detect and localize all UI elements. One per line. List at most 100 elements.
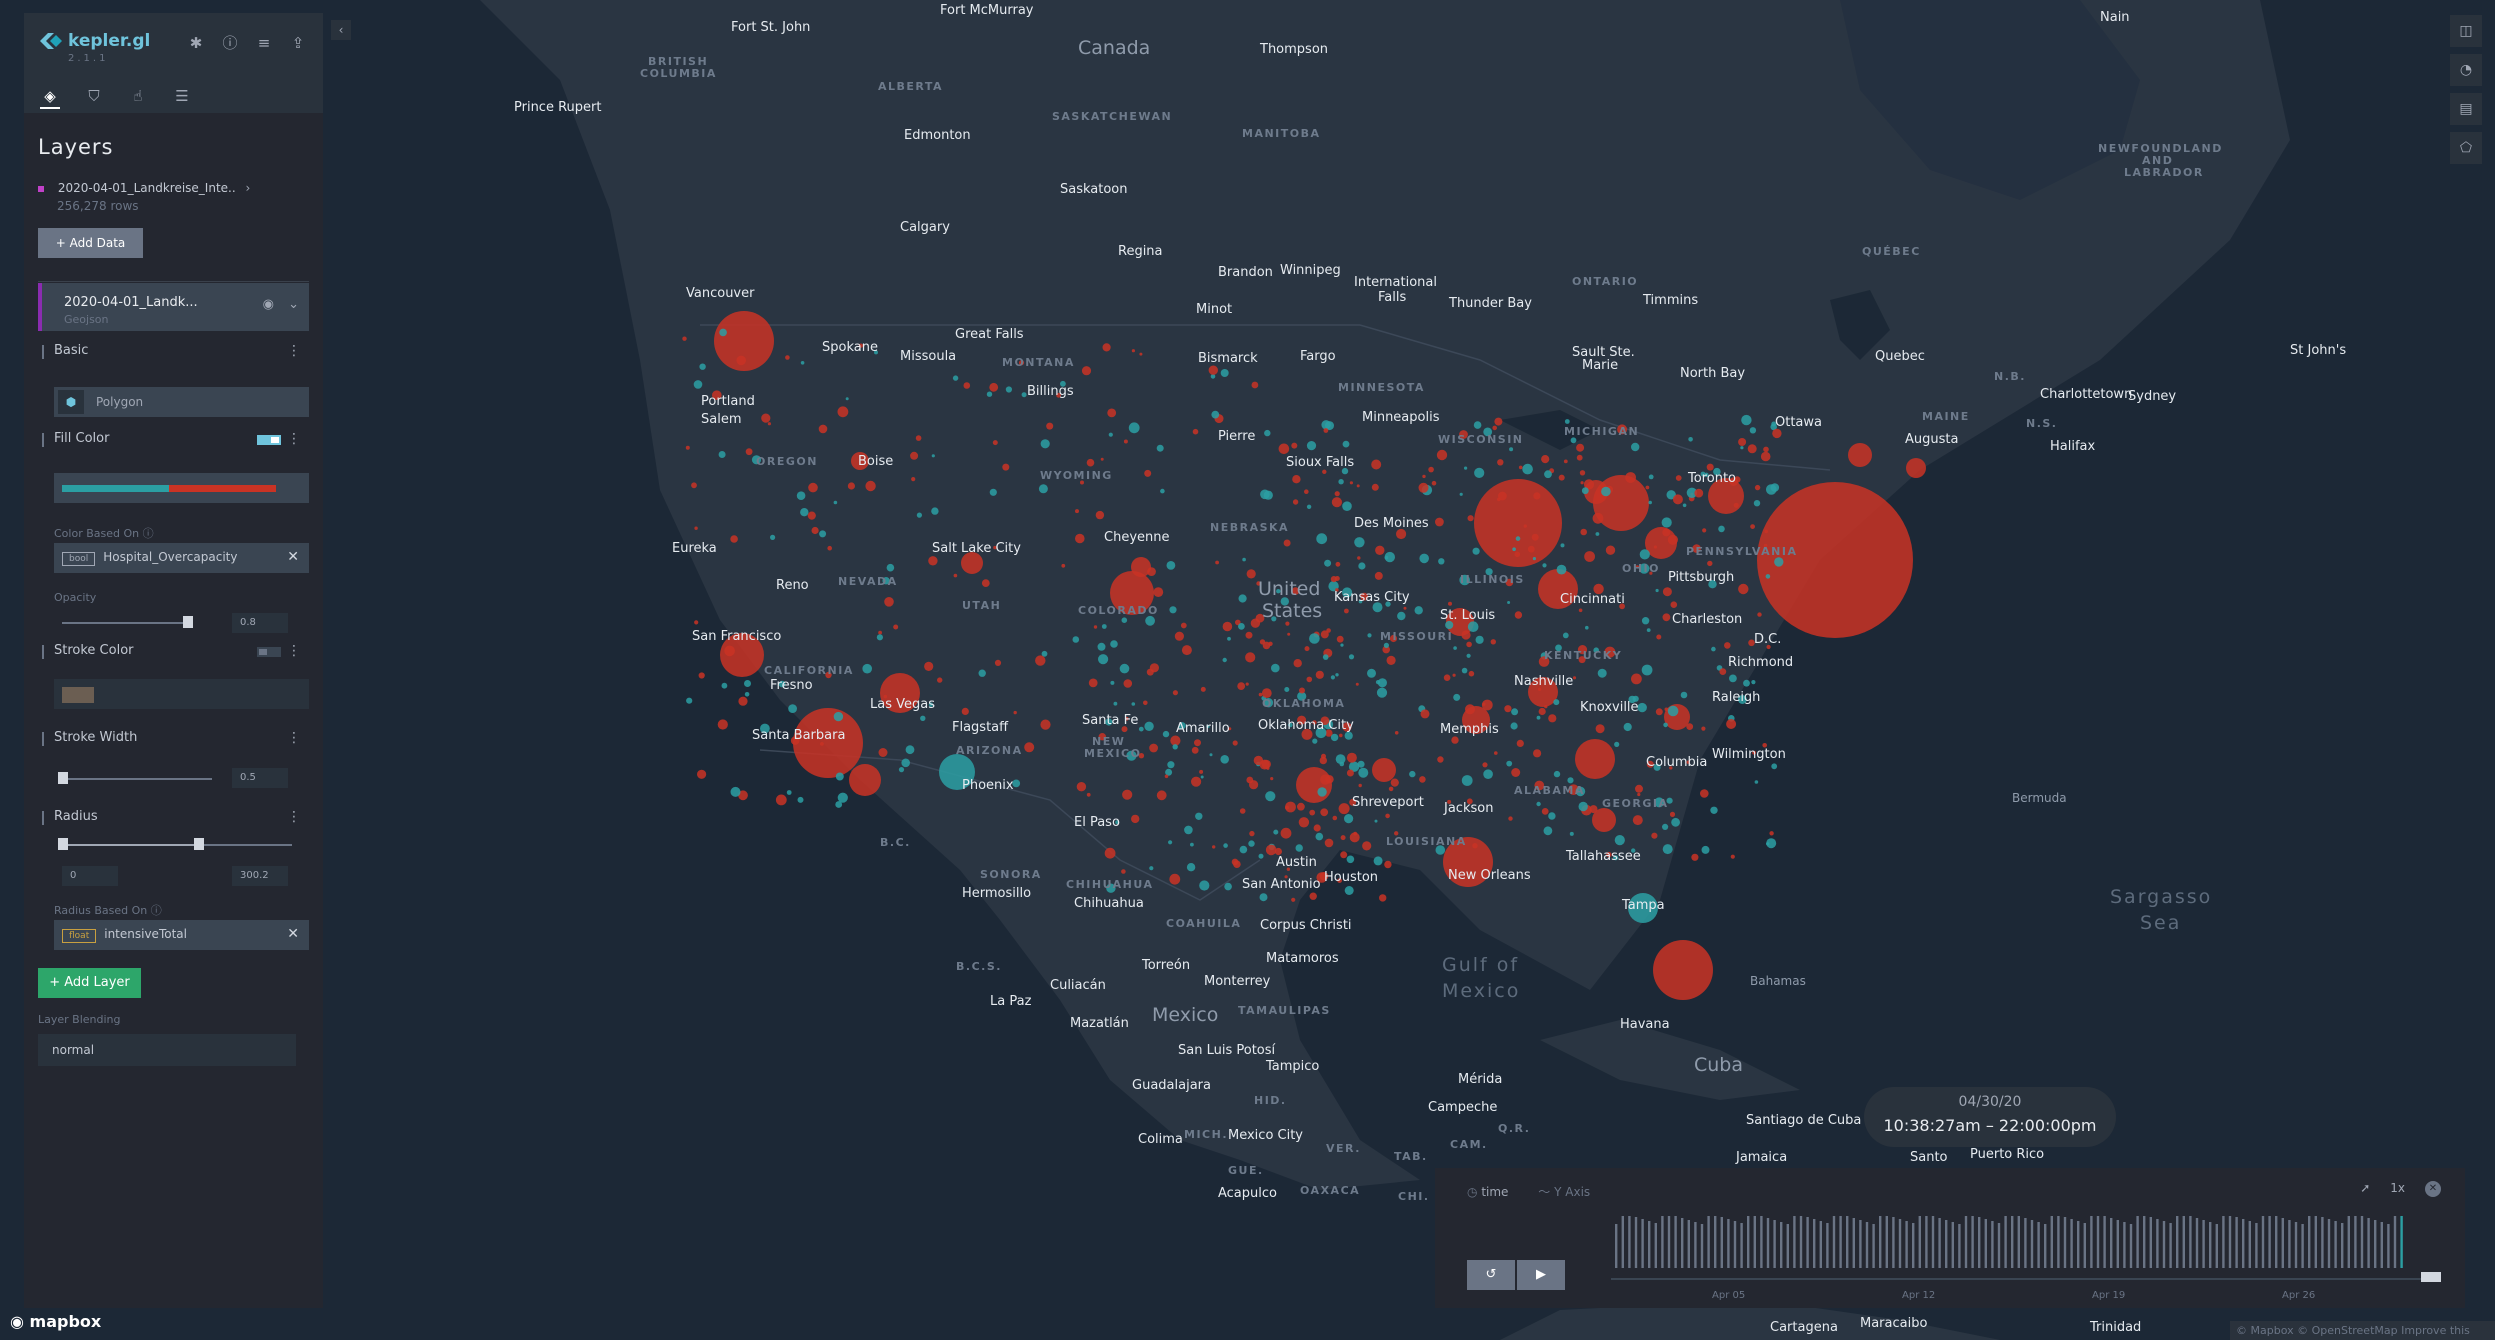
share-icon[interactable]: ⇪ bbox=[291, 34, 305, 52]
map-place-label: Fort McMurray bbox=[940, 3, 1034, 18]
add-layer-button[interactable]: + Add Layer bbox=[38, 968, 141, 998]
interactions-tab-icon[interactable]: ☝ bbox=[133, 87, 143, 105]
map-point bbox=[1128, 422, 1140, 434]
stroke-width-slider-handle[interactable] bbox=[58, 772, 68, 784]
map-point bbox=[1382, 645, 1390, 654]
play-button[interactable]: ▶ bbox=[1517, 1260, 1565, 1290]
database-icon[interactable]: ≡ bbox=[257, 34, 271, 52]
map-point bbox=[1614, 835, 1625, 846]
map-point bbox=[751, 455, 762, 465]
map-point bbox=[1075, 509, 1079, 514]
layers-tab-icon[interactable]: ◈ bbox=[40, 87, 60, 109]
more-icon[interactable]: ⋮ bbox=[287, 730, 301, 746]
filters-tab-icon[interactable]: ⛉ bbox=[88, 87, 100, 105]
split-map-icon[interactable]: ◫ bbox=[2450, 15, 2482, 47]
layer-panel-header[interactable]: 2020-04-01_Landk... Geojson ◉ ⌄ bbox=[38, 283, 309, 331]
draw-polygon-icon[interactable]: ⬠ bbox=[2450, 132, 2482, 164]
layer-blending-select[interactable]: normal bbox=[38, 1034, 296, 1066]
map-point bbox=[1536, 801, 1541, 807]
more-icon[interactable]: ⋮ bbox=[287, 809, 301, 825]
stroke-width-input[interactable]: 0.5 bbox=[232, 768, 288, 788]
map-point bbox=[1297, 715, 1307, 725]
radius-max-input[interactable]: 300.2 bbox=[232, 866, 288, 886]
close-icon[interactable]: ✕ bbox=[2425, 1181, 2441, 1197]
dataset-item[interactable]: 2020-04-01_Landkreise_Inte.. › 256,278 r… bbox=[38, 181, 250, 213]
color-field-selector[interactable]: bool Hospital_Overcapacity ✕ bbox=[54, 543, 309, 573]
map-place-label: COLUMBIA bbox=[640, 67, 717, 80]
map-point bbox=[1663, 722, 1668, 728]
map-point bbox=[1385, 813, 1390, 819]
more-icon[interactable]: ⋮ bbox=[287, 643, 301, 659]
chevron-down-icon[interactable]: ⌄ bbox=[288, 297, 299, 312]
map-point bbox=[1531, 533, 1539, 541]
fill-color-toggle[interactable] bbox=[257, 435, 281, 445]
layer-type-selector[interactable]: ⬢ Polygon bbox=[54, 387, 309, 417]
map-attribution[interactable]: © Mapbox © OpenStreetMap Improve this ma… bbox=[2230, 1321, 2495, 1340]
map-point bbox=[1093, 625, 1098, 629]
y-axis-selector[interactable]: Y Axis bbox=[1554, 1185, 1591, 1199]
map-point bbox=[1358, 562, 1366, 570]
timeline-track[interactable] bbox=[1611, 1278, 2441, 1280]
radius-field-selector[interactable]: float intensiveTotal ✕ bbox=[54, 920, 309, 950]
more-icon[interactable]: ⋮ bbox=[287, 343, 301, 359]
stroke-color-toggle[interactable] bbox=[257, 647, 281, 657]
layer-legend-icon[interactable]: ◔ bbox=[2450, 54, 2482, 86]
stroke-color-swatch[interactable] bbox=[62, 687, 94, 703]
opacity-slider[interactable] bbox=[62, 622, 187, 624]
map-point bbox=[835, 801, 843, 808]
bug-icon[interactable]: ✱ bbox=[189, 34, 203, 52]
radius-slider-min-handle[interactable] bbox=[58, 838, 68, 850]
map-point bbox=[1035, 655, 1046, 666]
legend-icon[interactable]: ▤ bbox=[2450, 93, 2482, 125]
map-point bbox=[1648, 474, 1654, 480]
map-point bbox=[1060, 380, 1066, 387]
map-point bbox=[1483, 427, 1493, 437]
color-range-selector[interactable] bbox=[54, 473, 309, 503]
map-place-label: Las Vegas bbox=[870, 697, 935, 712]
map-point bbox=[1280, 827, 1292, 839]
map-point bbox=[1344, 608, 1349, 614]
map-point bbox=[1145, 615, 1155, 626]
close-icon[interactable]: ✕ bbox=[287, 926, 299, 942]
histogram-bar bbox=[1826, 1223, 1829, 1268]
map-point bbox=[800, 361, 805, 365]
radius-slider-max-handle[interactable] bbox=[194, 838, 204, 850]
more-icon[interactable]: ⋮ bbox=[287, 431, 301, 447]
opacity-input[interactable]: 0.8 bbox=[232, 613, 288, 633]
map-point bbox=[1356, 484, 1360, 488]
histogram-bar bbox=[2017, 1216, 2020, 1268]
map-point bbox=[1211, 410, 1220, 419]
collapse-panel-button[interactable]: ‹ bbox=[331, 20, 351, 40]
time-field[interactable]: time bbox=[1481, 1185, 1509, 1199]
eye-icon[interactable]: ◉ bbox=[262, 297, 274, 312]
map-point bbox=[1320, 808, 1329, 817]
reset-button[interactable]: ↺ bbox=[1467, 1260, 1515, 1290]
time-histogram[interactable] bbox=[1611, 1216, 2441, 1282]
map-place-label: MANITOBA bbox=[1242, 127, 1321, 140]
map-point bbox=[714, 311, 774, 371]
map-point bbox=[1447, 799, 1452, 804]
map-place-label: Ottawa bbox=[1775, 415, 1822, 430]
close-icon[interactable]: ✕ bbox=[287, 549, 299, 565]
map-point bbox=[1315, 727, 1327, 739]
stroke-color-swatch-field[interactable] bbox=[54, 679, 309, 709]
map-point bbox=[1113, 701, 1118, 706]
color-range-teal bbox=[62, 485, 169, 492]
basemap-tab-icon[interactable]: ☰ bbox=[175, 87, 189, 105]
timeline-handle[interactable] bbox=[2421, 1272, 2441, 1282]
histogram-bar bbox=[1687, 1220, 1690, 1268]
histogram-bar bbox=[2301, 1224, 2304, 1268]
map-point bbox=[1848, 443, 1872, 467]
map-point bbox=[915, 435, 922, 441]
radius-min-input[interactable]: 0 bbox=[62, 866, 118, 886]
info-icon[interactable]: ⓘ bbox=[222, 34, 238, 52]
histogram-bar bbox=[2215, 1224, 2218, 1268]
add-data-button[interactable]: + Add Data bbox=[38, 228, 143, 258]
layer-type-label: Polygon bbox=[96, 395, 144, 409]
rocket-icon[interactable]: ➚ bbox=[2360, 1181, 2371, 1195]
mapbox-logo[interactable]: ◉ mapbox bbox=[10, 1312, 102, 1331]
speed-control[interactable]: 1x bbox=[2390, 1181, 2405, 1195]
stroke-width-slider[interactable] bbox=[62, 778, 212, 780]
opacity-slider-handle[interactable] bbox=[183, 616, 193, 628]
